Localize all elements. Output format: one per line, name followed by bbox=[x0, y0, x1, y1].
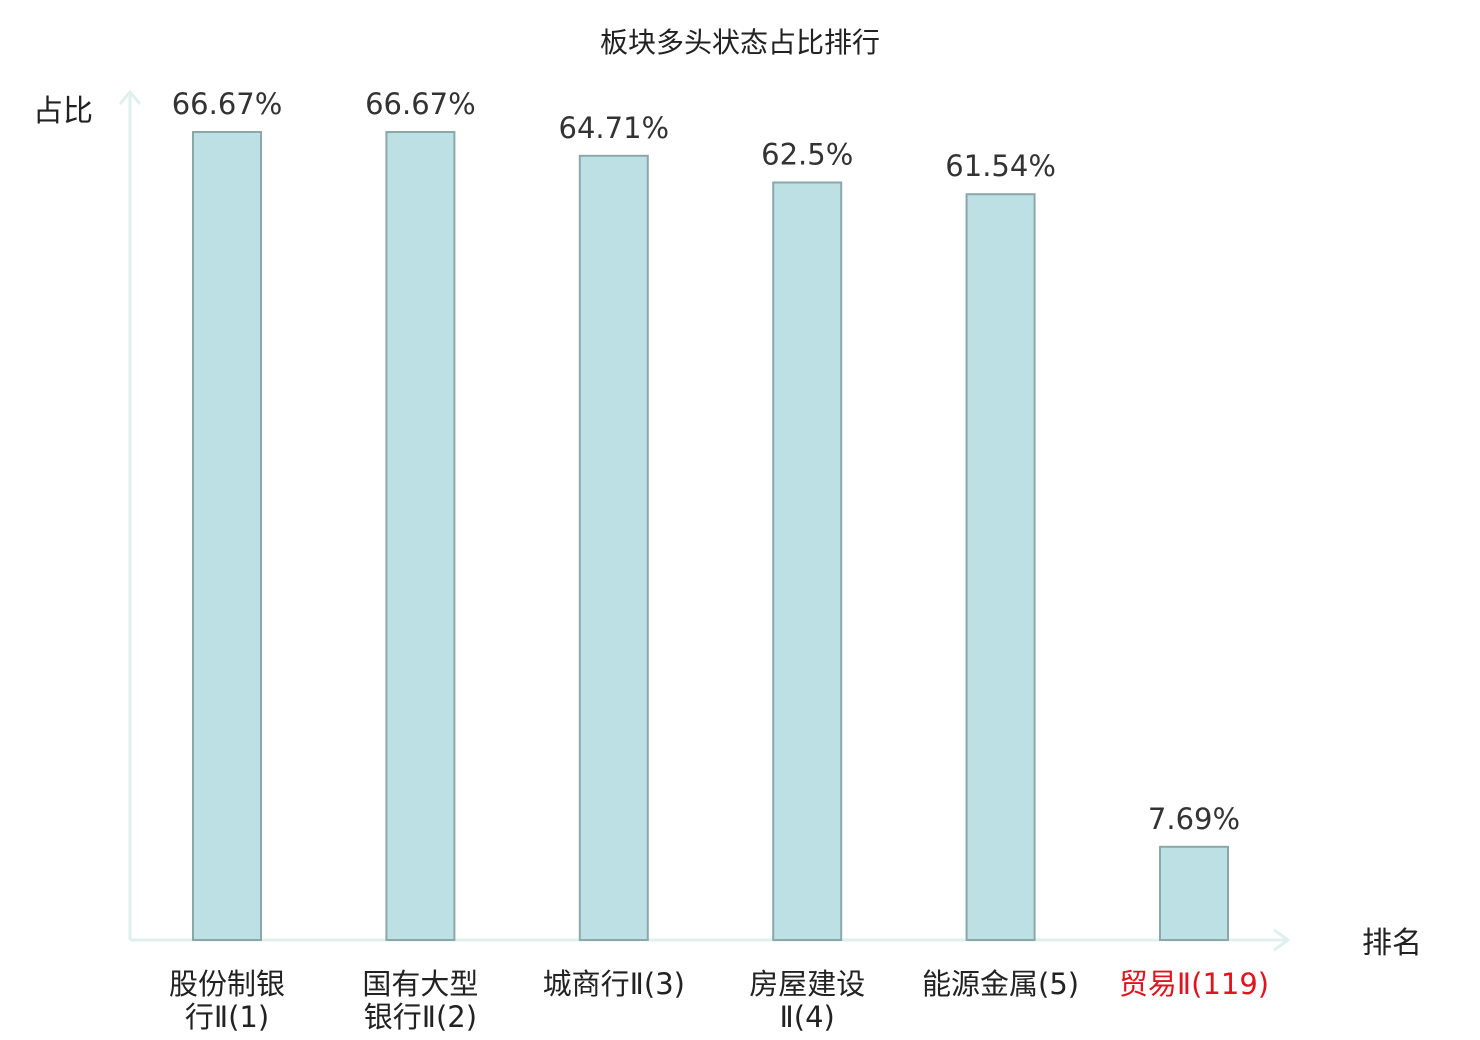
y-axis: 占比 bbox=[33, 89, 142, 940]
bar bbox=[965, 193, 1036, 941]
data-label: 66.67% bbox=[172, 87, 283, 121]
data-label: 7.69% bbox=[1148, 802, 1240, 836]
data-label: 66.67% bbox=[365, 87, 476, 121]
bar bbox=[192, 131, 262, 941]
bar bbox=[1159, 845, 1229, 941]
bar bbox=[772, 181, 843, 941]
x-axis-label: 排名 bbox=[1362, 926, 1422, 961]
x-tick-label: 城商行Ⅱ(3) bbox=[543, 967, 685, 1001]
data-label: 64.71% bbox=[559, 111, 670, 145]
y-axis-label: 占比 bbox=[33, 94, 93, 129]
x-axis-arrow bbox=[1273, 928, 1291, 952]
y-axis-arrow bbox=[118, 89, 142, 105]
category-labels: 股份制银行Ⅱ(1) 国有大型银行Ⅱ(2) 城商行Ⅱ(3) 房屋建设 Ⅱ(4) 能源金属(5… bbox=[169, 967, 1269, 1034]
x-tick-label: 贸易Ⅱ(119) bbox=[1119, 967, 1269, 1001]
data-label: 61.54% bbox=[945, 149, 1056, 183]
x-tick-label: 国有大型银行Ⅱ(2) bbox=[362, 967, 478, 1034]
x-tick-label: 房屋建设 Ⅱ(4) bbox=[749, 967, 865, 1034]
x-tick-label: 能源金属(5) bbox=[922, 967, 1079, 1001]
value-labels: 66.67% 66.67% 64.71% 62.5% 61.54% 7.69% bbox=[172, 87, 1240, 836]
bar-series bbox=[192, 131, 1229, 942]
x-tick-label: 股份制银行Ⅱ(1) bbox=[169, 967, 285, 1034]
data-label: 62.5% bbox=[761, 138, 853, 172]
bar bbox=[385, 131, 456, 941]
x-axis: 排名 bbox=[130, 926, 1422, 961]
chart-title: 板块多头状态占比排行 bbox=[600, 26, 880, 59]
bar bbox=[578, 154, 649, 942]
